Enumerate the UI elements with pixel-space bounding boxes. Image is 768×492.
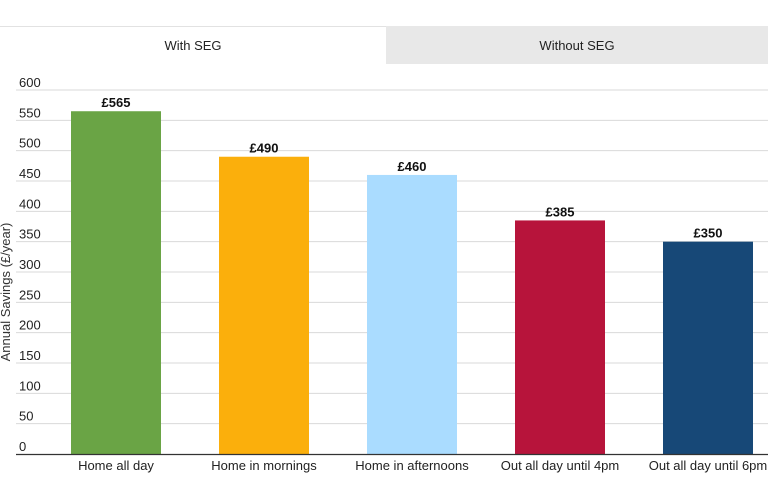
x-category-label: Home all day bbox=[78, 458, 154, 473]
y-tick-label: 50 bbox=[19, 409, 33, 424]
bar-value-label: £385 bbox=[546, 204, 575, 219]
y-axis-ticks: 0 50 100 150 200 250 300 350 400 450 500 550 600 bbox=[19, 75, 41, 454]
bar-value-label: £460 bbox=[398, 159, 427, 174]
y-tick-label: 450 bbox=[19, 166, 41, 181]
data-labels: £565 £490 £460 £385 £350 bbox=[102, 95, 723, 240]
x-axis-labels: Home all day Home in mornings Home in afte… bbox=[78, 458, 767, 473]
bar bbox=[219, 156, 309, 454]
y-tick-label: 300 bbox=[19, 257, 41, 272]
x-category-label: Out all day until 4pm bbox=[501, 458, 620, 473]
y-tick-label: 250 bbox=[19, 287, 41, 302]
x-category-label: Home in afternoons bbox=[355, 458, 469, 473]
y-tick-label: 500 bbox=[19, 136, 41, 151]
bar-chart: 0 50 100 150 200 250 300 350 400 450 500 550 600 £56… bbox=[0, 75, 768, 473]
bar-value-label: £490 bbox=[250, 141, 279, 156]
y-tick-label: 200 bbox=[19, 318, 41, 333]
y-tick-label: 100 bbox=[19, 378, 41, 393]
top-strip bbox=[0, 0, 768, 26]
tab-bar: With SEG Without SEG bbox=[0, 26, 768, 64]
y-tick-label: 350 bbox=[19, 227, 41, 242]
y-tick-label: 550 bbox=[19, 105, 41, 120]
bar bbox=[367, 174, 457, 454]
bar-value-label: £350 bbox=[694, 226, 723, 241]
x-category-label: Out all day until 6pm bbox=[649, 458, 768, 473]
bars bbox=[71, 111, 753, 454]
bar bbox=[71, 111, 161, 454]
bar bbox=[515, 220, 605, 454]
y-tick-label: 0 bbox=[19, 439, 26, 454]
tab-without-seg[interactable]: Without SEG bbox=[386, 26, 768, 64]
tab-with-seg[interactable]: With SEG bbox=[0, 26, 386, 64]
x-category-label: Home in mornings bbox=[211, 458, 317, 473]
bar bbox=[663, 241, 753, 454]
y-tick-label: 400 bbox=[19, 196, 41, 211]
y-axis-title: Annual Savings (£/year) bbox=[0, 223, 13, 362]
y-tick-label: 150 bbox=[19, 348, 41, 363]
bar-value-label: £565 bbox=[102, 95, 131, 110]
y-tick-label: 600 bbox=[19, 75, 41, 90]
